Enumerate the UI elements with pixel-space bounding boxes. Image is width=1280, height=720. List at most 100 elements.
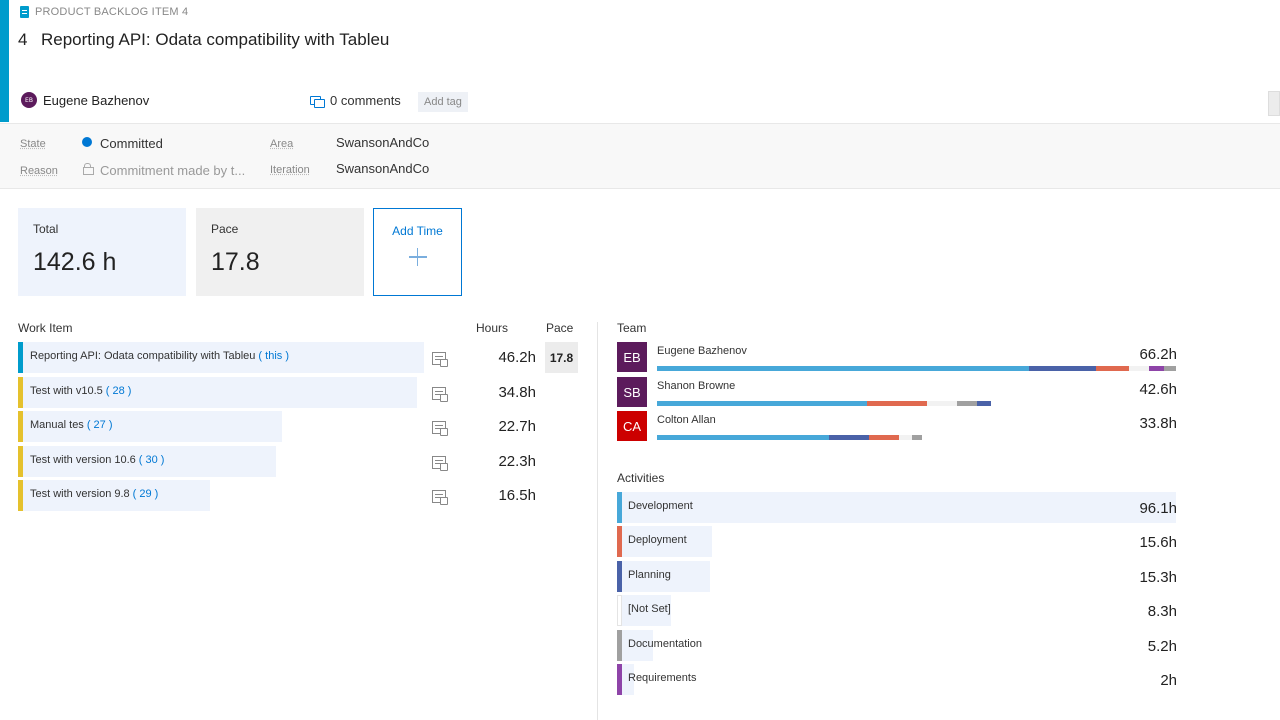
activity-color-bar — [617, 630, 622, 661]
work-item-bar — [18, 446, 276, 477]
bar-segment-planning — [977, 401, 991, 406]
bar-segment-development — [657, 435, 829, 440]
bar-segment-deployment — [1096, 366, 1129, 371]
pace-column-header: Pace — [546, 321, 574, 335]
team-member-row[interactable]: EB Eugene Bazhenov 66.2h — [617, 342, 1177, 372]
activity-name: Planning — [628, 569, 671, 581]
work-item-row[interactable]: Test with version 10.6( 30 ) 22.3h — [18, 446, 536, 477]
pace-tile: Pace 17.8 — [196, 208, 364, 296]
reason-label: Reason — [20, 165, 58, 177]
bar-segment-planning — [829, 435, 869, 440]
scrollbar[interactable] — [1268, 91, 1280, 116]
add-time-label: Add Time — [392, 224, 443, 238]
team-member-row[interactable]: CA Colton Allan 33.8h — [617, 411, 1177, 441]
work-item-link[interactable]: Test with v10.5( 28 ) — [30, 385, 132, 397]
activity-hours: 96.1h — [1139, 500, 1177, 517]
activity-hours: 2h — [1160, 672, 1177, 689]
bar-segment-requirements — [1149, 366, 1164, 371]
bar-segment-development — [657, 401, 867, 406]
backlog-item-icon — [20, 6, 29, 18]
work-item-type: PRODUCT BACKLOG ITEM 4 — [20, 5, 188, 19]
add-time-button[interactable]: Add Time — [373, 208, 462, 296]
work-item-color-bar — [18, 411, 23, 442]
assigned-to[interactable]: EB Eugene Bazhenov — [21, 92, 149, 108]
lock-icon — [83, 163, 94, 175]
activity-hours: 8.3h — [1147, 603, 1177, 620]
details-fields-panel — [0, 123, 1280, 189]
bar-segment-deployment — [867, 401, 927, 406]
log-time-icon[interactable] — [432, 490, 448, 505]
add-tag-button[interactable]: Add tag — [418, 92, 468, 112]
work-item-color-bar — [18, 377, 23, 408]
activity-name: [Not Set] — [628, 603, 671, 615]
avatar: CA — [617, 411, 647, 441]
activity-color-bar — [617, 595, 622, 626]
activity-row[interactable]: Deployment 15.6h — [617, 526, 1177, 557]
log-time-icon[interactable] — [432, 387, 448, 402]
area-label: Area — [270, 138, 294, 150]
activity-bar — [617, 526, 712, 557]
activities-header: Activities — [617, 471, 665, 485]
area-field[interactable]: SwansonAndCo — [336, 135, 430, 150]
team-member-row[interactable]: SB Shanon Browne 42.6h — [617, 377, 1177, 407]
bar-segment-planning — [1029, 366, 1096, 371]
work-item-row[interactable]: Test with version 9.8( 29 ) 16.5h — [18, 480, 536, 511]
state-label: State — [20, 138, 46, 150]
iteration-field[interactable]: SwansonAndCo — [336, 161, 430, 176]
reason-field: Commitment made by t... — [100, 163, 246, 178]
log-time-icon[interactable] — [432, 456, 448, 471]
activity-row[interactable]: Documentation 5.2h — [617, 630, 1177, 661]
work-item-id: 4 — [18, 30, 28, 49]
activity-row[interactable]: Development 96.1h — [617, 492, 1177, 523]
work-item-pace: 17.8 — [545, 342, 578, 373]
total-hours-tile: Total 142.6 h — [18, 208, 186, 296]
activity-hours: 5.2h — [1147, 638, 1177, 655]
activity-bar — [617, 595, 671, 626]
total-value: 142.6 h — [33, 248, 117, 276]
work-item-hours: 22.7h — [498, 418, 536, 435]
bar-segment-not-set — [1129, 366, 1149, 371]
total-label: Total — [33, 222, 59, 236]
work-item-link[interactable]: Manual tes( 27 ) — [30, 419, 113, 431]
assigned-to-name: Eugene Bazhenov — [43, 92, 150, 108]
activity-color-bar — [617, 492, 622, 523]
work-item-link[interactable]: Reporting API: Odata compatibility with … — [30, 350, 289, 362]
work-item-title[interactable]: Reporting API: Odata compatibility with … — [41, 30, 390, 49]
bar-segment-documentation — [912, 435, 922, 440]
log-time-icon[interactable] — [432, 352, 448, 367]
work-item-hours: 46.2h — [498, 349, 536, 366]
work-item-id: ( 30 ) — [138, 454, 165, 466]
work-item-row[interactable]: Manual tes( 27 ) 22.7h — [18, 411, 536, 442]
state-field[interactable]: Committed — [100, 136, 163, 151]
work-item-hours: 34.8h — [498, 384, 536, 401]
work-item-link[interactable]: Test with version 10.6( 30 ) — [30, 454, 165, 466]
activity-bar — [617, 561, 710, 592]
comments-count: 0 comments — [330, 93, 401, 108]
avatar: EB — [21, 92, 37, 108]
bar-segment-development — [657, 366, 1029, 371]
work-item-link[interactable]: Test with version 9.8( 29 ) — [30, 488, 159, 500]
work-item-column-header: Work Item — [18, 321, 73, 335]
work-item-id: ( 28 ) — [105, 385, 132, 397]
bar-segment-deployment — [869, 435, 899, 440]
state-indicator-icon — [82, 137, 92, 147]
work-item-hours: 16.5h — [498, 487, 536, 504]
log-time-icon[interactable] — [432, 421, 448, 436]
bar-segment-documentation — [957, 401, 977, 406]
work-item-id: ( 29 ) — [132, 488, 159, 500]
activity-row[interactable]: Planning 15.3h — [617, 561, 1177, 592]
team-member-hours: 66.2h — [1139, 346, 1177, 363]
activity-row[interactable]: Requirements 2h — [617, 664, 1177, 695]
activity-row[interactable]: [Not Set] 8.3h — [617, 595, 1177, 626]
team-member-activity-bar — [657, 435, 922, 440]
work-item-color-bar — [18, 446, 23, 477]
activity-color-bar — [617, 526, 622, 557]
activity-name: Documentation — [628, 638, 702, 650]
comments-link[interactable]: 0 comments — [310, 93, 401, 108]
team-member-hours: 33.8h — [1139, 415, 1177, 432]
work-item-row[interactable]: Test with v10.5( 28 ) 34.8h — [18, 377, 536, 408]
work-item-row[interactable]: Reporting API: Odata compatibility with … — [18, 342, 536, 373]
work-item-bar — [18, 480, 210, 511]
activity-color-bar — [617, 561, 622, 592]
bar-segment-documentation — [1164, 366, 1176, 371]
